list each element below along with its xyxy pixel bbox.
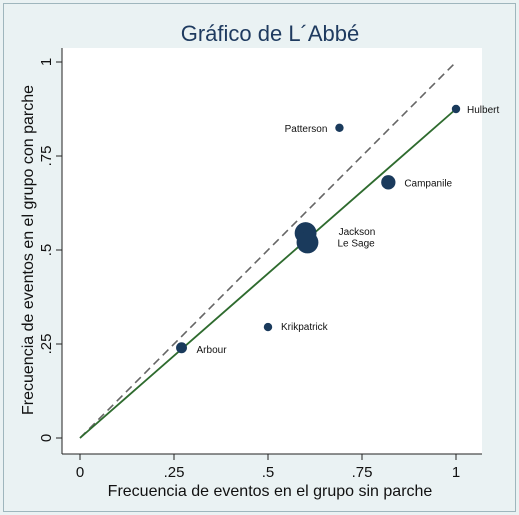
chart-frame: Gráfico de L´Abbé 0 .25 .5 .75 1 0 .25 .5 .75 1 H… [3,3,516,512]
y-axis-title: Frecuencia de eventos en el grupo con pa… [20,85,37,415]
label-arbour: Arbour [197,345,228,356]
fit-line [79,108,457,439]
equality-line [79,61,457,439]
label-le-sage: Le Sage [337,238,375,249]
y-tick-label: 0 [38,434,55,442]
x-tick-label: 1 [452,464,460,481]
label-krikpatrick: Krikpatrick [281,322,329,333]
point-hulbert [451,104,461,114]
labbe-chart: Gráfico de L´Abbé 0 .25 .5 .75 1 0 .25 .5 .75 1 H… [20,21,500,500]
data-points [176,104,461,354]
point-patterson [335,123,344,132]
label-jackson: Jackson [339,227,376,238]
point-le-sage [296,231,319,254]
reference-lines [79,61,457,439]
point-krikpatrick [263,322,273,332]
x-axis-title: Frecuencia de eventos en el grupo sin pa… [108,483,433,500]
label-campanile: Campanile [404,178,452,189]
x-tick-label: .5 [262,464,275,481]
point-arbour [176,342,187,354]
label-hulbert: Hulbert [467,105,499,116]
chart-title: Gráfico de L´Abbé [181,21,360,46]
y-tick-label: .25 [38,334,55,355]
point-campanile [381,175,396,190]
label-patterson: Patterson [285,124,328,135]
y-tick-label: .75 [38,146,55,167]
y-tick-label: .5 [38,244,55,257]
axes: 0 .25 .5 .75 1 0 .25 .5 .75 1 [38,48,482,481]
x-tick-label: .75 [352,464,373,481]
plot-area [62,48,482,454]
x-tick-label: 0 [76,464,84,481]
x-tick-label: .25 [164,464,185,481]
y-tick-label: 1 [38,58,55,66]
